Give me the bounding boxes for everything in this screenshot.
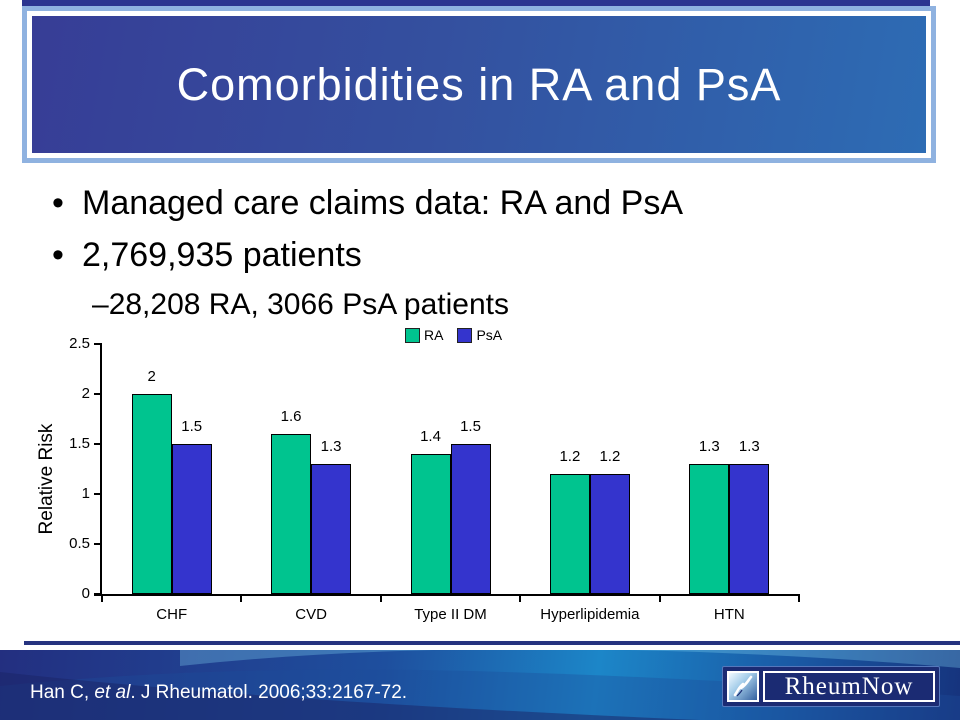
top-strip (22, 0, 930, 6)
x-category-label: HTN (713, 606, 745, 623)
bar-value-label: 1.3 (698, 438, 720, 455)
bar-psa-htn (729, 464, 770, 594)
x-axis-tick (519, 594, 522, 602)
bar-ra-chf (131, 394, 172, 594)
y-axis-tick (94, 493, 102, 495)
bullet-2-marker: • (52, 236, 64, 274)
rheumnow-logo[interactable]: RheumNow (722, 666, 940, 707)
y-axis-tick (94, 543, 102, 545)
legend-label-ra: RA (424, 327, 444, 343)
bullet-1-text: Managed care claims data: RA and PsA (82, 184, 683, 222)
bar-ra-hyperlipidemia (549, 474, 590, 594)
rheumnow-logo-text: RheumNow (763, 671, 935, 702)
citation-italic: et al (94, 682, 131, 703)
plot-area: RA PsA 0 0.5 1 1.5 2 2.5 CHF CVD Type II DM Hyper… (69, 327, 800, 623)
sub-bullet: –28,208 RA, 3066 PsA patients (92, 288, 509, 322)
bar-psa-type-ii-dm (450, 444, 491, 594)
x-axis-tick (240, 594, 243, 602)
y-tick-label: 2.5 (69, 335, 90, 352)
title-frame-inner: Comorbidities in RA and PsA (27, 11, 931, 158)
bar-value-label: 1.2 (559, 448, 581, 465)
bar-ra-cvd (271, 434, 312, 594)
citation: Han C, et al. J Rheumatol. 2006;33:2167-… (30, 682, 407, 704)
y-axis-tick (94, 393, 102, 395)
bar-value-label: 1.3 (320, 438, 342, 455)
bar-value-label: 1.4 (420, 428, 441, 445)
x-axis-tick (798, 594, 800, 602)
bullet-1-marker: • (52, 184, 64, 222)
bar-ra-type-ii-dm (410, 454, 451, 594)
legend-swatch-psa (457, 327, 473, 343)
x-axis-tick (379, 594, 382, 602)
y-axis-tick (94, 343, 102, 345)
x-category-label: Hyperlipidemia (540, 606, 640, 623)
sub-bullet-marker: – (92, 288, 109, 321)
x-axis-tick (658, 594, 661, 602)
footer-pinstripe (24, 641, 960, 645)
title-frame: Comorbidities in RA and PsA (22, 6, 936, 163)
footer-band: Han C, et al. J Rheumatol. 2006;33:2167-… (0, 650, 960, 720)
bar-value-label: 1.3 (738, 438, 760, 455)
bar-ra-htn (689, 464, 730, 594)
x-category-label: CVD (295, 606, 327, 623)
chart-legend: RA PsA (405, 327, 502, 343)
bar-value-label: 1.5 (181, 418, 203, 435)
sub-bullet-text: 28,208 RA, 3066 PsA patients (108, 288, 509, 321)
citation-suffix: . J Rheumatol. 2006;33:2167-72. (130, 682, 408, 703)
legend-item-ra: RA (405, 327, 443, 343)
y-axis-tick (94, 593, 102, 595)
bar-value-label: 2 (147, 368, 156, 385)
legend-swatch-ra (405, 327, 420, 343)
y-tick-label: 1.5 (69, 435, 90, 452)
legend-label-psa: PsA (476, 327, 503, 343)
y-tick-label: 1 (81, 485, 90, 502)
x-category-label: Type II DM (414, 606, 487, 623)
bar-psa-hyperlipidemia (589, 474, 630, 594)
bar-value-label: 1.2 (599, 448, 621, 465)
y-tick-label: 2 (81, 385, 90, 402)
x-category-label: CHF (156, 606, 188, 623)
y-tick-label: 0 (81, 585, 90, 602)
x-axis-tick (101, 594, 103, 602)
bar-value-label: 1.5 (460, 418, 481, 435)
bullet-1: • Managed care claims data: RA and PsA (52, 184, 683, 223)
bar-psa-cvd (311, 464, 352, 594)
footer-wave-art (0, 650, 960, 720)
legend-item-psa: PsA (457, 327, 502, 343)
bullet-2: • 2,769,935 patients (52, 236, 362, 275)
rheumnow-joint-icon (727, 671, 759, 702)
y-axis-tick (94, 443, 102, 445)
citation-prefix: Han C, (30, 682, 95, 703)
y-tick-label: 0.5 (69, 535, 90, 552)
bar-psa-chf (171, 444, 212, 594)
x-axis-overhang (94, 594, 102, 596)
bullet-2-text: 2,769,935 patients (82, 236, 362, 274)
bar-value-label: 1.6 (280, 408, 302, 425)
title-banner: Comorbidities in RA and PsA (32, 16, 926, 153)
slide-title: Comorbidities in RA and PsA (176, 58, 782, 110)
